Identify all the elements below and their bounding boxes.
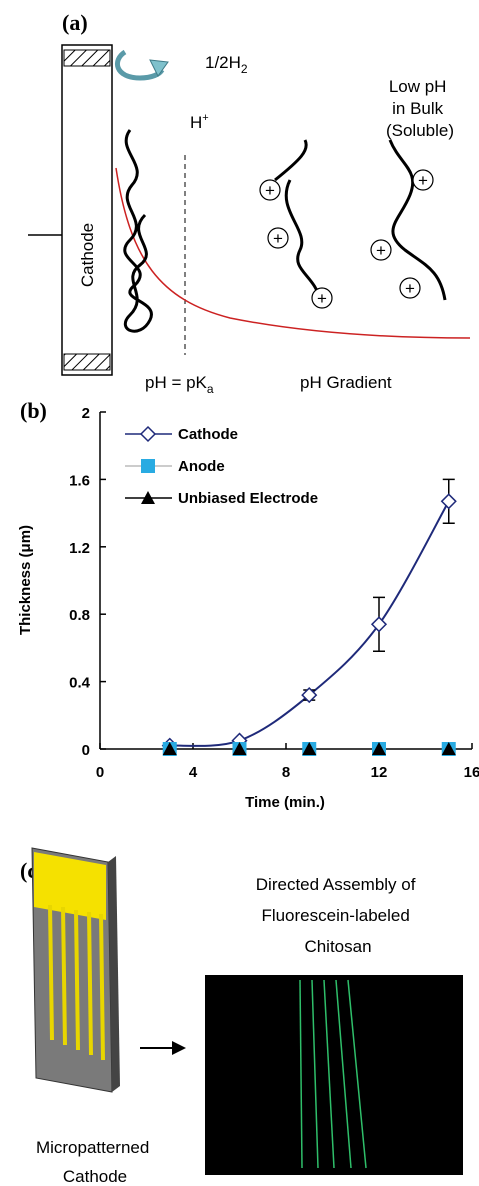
point bbox=[440, 493, 457, 510]
panel-b: (b) Time (min.) Thickness (μm) 0 0.4 0.8 1.… bbox=[17, 398, 479, 811]
legend-marker bbox=[139, 425, 157, 443]
arrowhead bbox=[172, 1041, 186, 1055]
ph-curve bbox=[115, 167, 471, 339]
svg-text:+: + bbox=[265, 181, 275, 200]
y-tick-label: 2 bbox=[82, 405, 90, 422]
panel-c: (c) Directed Assembly of Fluorescein-lab… bbox=[20, 847, 463, 1186]
x-tick-label: 16 bbox=[464, 764, 479, 781]
x-tick-label: 0 bbox=[96, 764, 104, 781]
panel-label: (a) bbox=[62, 10, 88, 35]
point bbox=[232, 742, 247, 755]
svg-text:+: + bbox=[376, 241, 386, 260]
eq-text: pH = pK bbox=[145, 373, 208, 392]
y-tick-label: 1.2 bbox=[69, 540, 90, 557]
x-axis-title: Time (min.) bbox=[245, 794, 325, 811]
x-tick-label: 12 bbox=[371, 764, 388, 781]
series-line bbox=[169, 500, 450, 747]
legend-marker bbox=[141, 459, 155, 473]
pads bbox=[34, 852, 106, 920]
y-tick-label: 0.4 bbox=[69, 675, 91, 692]
y-axis-title: Thickness (μm) bbox=[17, 525, 34, 635]
ion-text: H bbox=[190, 113, 202, 132]
device-line: Cathode bbox=[63, 1167, 127, 1186]
x-tick-label: 4 bbox=[189, 764, 198, 781]
gradient-label: pH Gradient bbox=[300, 373, 392, 392]
electrode-label: Cathode bbox=[78, 223, 97, 287]
hatch bbox=[63, 353, 111, 371]
cathode bbox=[61, 44, 113, 376]
point bbox=[370, 616, 388, 633]
panel-label: (b) bbox=[20, 398, 47, 423]
chain bbox=[274, 139, 322, 301]
legend-label: Cathode bbox=[178, 426, 238, 443]
point bbox=[301, 687, 318, 704]
svg-text:+: + bbox=[418, 171, 428, 190]
svg-text:+: + bbox=[405, 279, 415, 298]
product-text: 1/2H bbox=[205, 53, 241, 72]
fluorescent-lines bbox=[299, 979, 367, 1169]
point bbox=[441, 742, 456, 755]
title-line: Fluorescein-labeled bbox=[261, 906, 409, 925]
svg-text:+: + bbox=[273, 229, 283, 248]
electrodes bbox=[48, 904, 105, 1061]
point bbox=[372, 742, 386, 755]
title-line: Directed Assembly of bbox=[256, 875, 416, 894]
y-tick-label: 0 bbox=[82, 742, 90, 759]
hatch bbox=[63, 49, 111, 67]
panel-a: (a) Cathode 1/2H2 H+ Low pH in Bulk (Sol… bbox=[28, 10, 471, 396]
plus-signs: + + + + + + bbox=[265, 171, 428, 308]
panel-c-title: Directed Assembly of Fluorescein-labeled… bbox=[256, 875, 420, 956]
bulk-line: in Bulk bbox=[392, 99, 444, 118]
legend-label: Anode bbox=[178, 458, 225, 475]
legend-marker bbox=[141, 491, 155, 504]
chain bbox=[123, 129, 153, 333]
y-tick-label: 0.8 bbox=[69, 607, 90, 624]
y-tick-label: 1.6 bbox=[69, 472, 90, 489]
arrowhead bbox=[149, 59, 169, 77]
device-label: Micropatterned Cathode bbox=[36, 1138, 154, 1186]
svg-text:+: + bbox=[317, 289, 327, 308]
device-line: Micropatterned bbox=[36, 1138, 149, 1157]
micrograph bbox=[205, 975, 463, 1175]
bulk-line: (Soluble) bbox=[386, 121, 454, 140]
title-line: Chitosan bbox=[304, 937, 371, 956]
bulk-line: Low pH bbox=[389, 77, 447, 96]
chain bbox=[388, 139, 447, 301]
equilibrium: pH = pKa bbox=[145, 373, 214, 396]
ion-sup: + bbox=[202, 112, 208, 124]
ion: H+ bbox=[190, 112, 209, 132]
point bbox=[162, 742, 177, 755]
x-tick-label: 8 bbox=[282, 764, 290, 781]
product-sub: 2 bbox=[241, 62, 248, 76]
charges bbox=[259, 169, 434, 309]
product: 1/2H2 bbox=[205, 53, 248, 76]
bulk-text: Low pH in Bulk (Soluble) bbox=[386, 77, 454, 140]
legend-label: Unbiased Electrode bbox=[178, 490, 318, 507]
point bbox=[302, 742, 317, 755]
eq-sub: a bbox=[207, 382, 214, 396]
chip-edge bbox=[108, 856, 120, 1092]
